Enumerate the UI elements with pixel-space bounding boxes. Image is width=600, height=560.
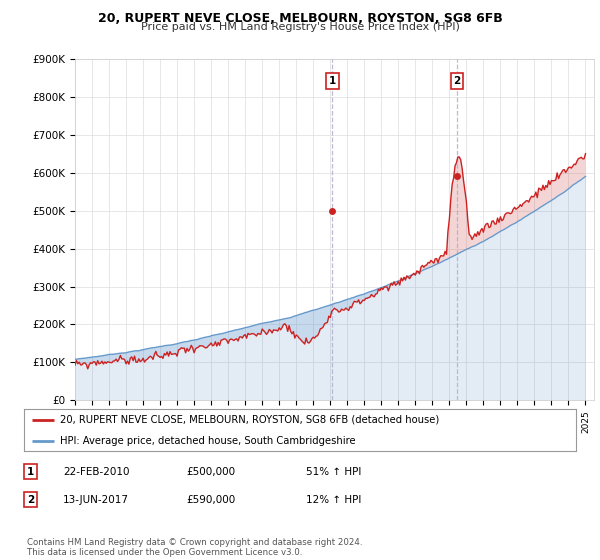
- Text: HPI: Average price, detached house, South Cambridgeshire: HPI: Average price, detached house, Sout…: [60, 436, 356, 446]
- Text: 20, RUPERT NEVE CLOSE, MELBOURN, ROYSTON, SG8 6FB: 20, RUPERT NEVE CLOSE, MELBOURN, ROYSTON…: [98, 12, 502, 25]
- Text: 13-JUN-2017: 13-JUN-2017: [63, 494, 129, 505]
- Text: Contains HM Land Registry data © Crown copyright and database right 2024.
This d: Contains HM Land Registry data © Crown c…: [27, 538, 362, 557]
- Text: 2: 2: [454, 76, 461, 86]
- Text: 12% ↑ HPI: 12% ↑ HPI: [306, 494, 361, 505]
- Text: 20, RUPERT NEVE CLOSE, MELBOURN, ROYSTON, SG8 6FB (detached house): 20, RUPERT NEVE CLOSE, MELBOURN, ROYSTON…: [60, 415, 439, 424]
- Text: 2: 2: [27, 494, 34, 505]
- Text: 1: 1: [27, 466, 34, 477]
- Text: 22-FEB-2010: 22-FEB-2010: [63, 466, 130, 477]
- Text: £590,000: £590,000: [186, 494, 235, 505]
- Text: Price paid vs. HM Land Registry's House Price Index (HPI): Price paid vs. HM Land Registry's House …: [140, 22, 460, 32]
- Text: 51% ↑ HPI: 51% ↑ HPI: [306, 466, 361, 477]
- Text: £500,000: £500,000: [186, 466, 235, 477]
- Text: 1: 1: [329, 76, 336, 86]
